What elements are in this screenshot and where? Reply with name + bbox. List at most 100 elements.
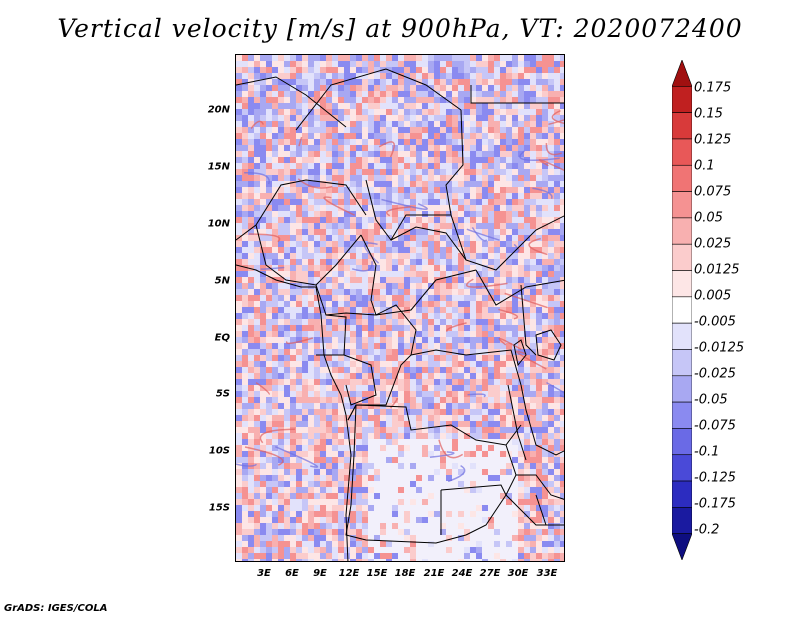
field-cell <box>410 127 416 133</box>
field-cell <box>458 313 464 319</box>
field-cell <box>278 277 284 283</box>
field-cell <box>530 487 536 493</box>
field-cell <box>278 493 284 499</box>
colorbar-label: -0.125 <box>694 470 736 486</box>
field-cell <box>518 493 524 499</box>
field-cell <box>326 241 332 247</box>
field-cell <box>320 259 326 265</box>
field-cell <box>494 385 500 391</box>
field-cell <box>350 487 356 493</box>
field-cell <box>242 517 248 523</box>
field-cell <box>254 355 260 361</box>
field-cell <box>416 223 422 229</box>
field-cell <box>236 157 242 163</box>
field-cell <box>464 79 470 85</box>
field-cell <box>554 199 560 205</box>
field-cell <box>374 295 380 301</box>
field-cell <box>368 229 374 235</box>
field-cell <box>296 139 302 145</box>
field-cell <box>386 91 392 97</box>
field-cell <box>476 289 482 295</box>
field-cell <box>320 463 326 469</box>
field-cell <box>278 73 284 79</box>
field-cell <box>548 331 554 337</box>
field-cell <box>380 421 386 427</box>
field-cell <box>446 253 452 259</box>
field-cell <box>410 301 416 307</box>
field-cell <box>464 355 470 361</box>
field-cell <box>524 493 530 499</box>
field-cell <box>488 271 494 277</box>
field-cell <box>536 277 542 283</box>
field-cell <box>284 115 290 121</box>
field-cell <box>248 133 254 139</box>
field-cell <box>350 373 356 379</box>
field-cell <box>320 103 326 109</box>
field-cell <box>344 163 350 169</box>
field-cell <box>326 157 332 163</box>
field-cell <box>458 223 464 229</box>
field-cell <box>236 187 242 193</box>
field-cell <box>362 457 368 463</box>
field-cell <box>326 541 332 547</box>
field-cell <box>356 361 362 367</box>
field-cell <box>416 325 422 331</box>
field-cell <box>332 385 338 391</box>
field-cell <box>518 115 524 121</box>
field-cell <box>398 313 404 319</box>
field-cell <box>536 361 542 367</box>
field-cell <box>440 163 446 169</box>
field-cell <box>284 91 290 97</box>
field-cell <box>296 469 302 475</box>
field-cell <box>494 433 500 439</box>
field-cell <box>434 211 440 217</box>
field-cell <box>320 289 326 295</box>
field-cell <box>296 361 302 367</box>
field-cell <box>440 427 446 433</box>
colorbar-bin <box>672 86 692 113</box>
field-cell <box>272 169 278 175</box>
field-cell <box>290 409 296 415</box>
field-cell <box>422 559 428 561</box>
field-cell <box>416 271 422 277</box>
field-cell <box>308 235 314 241</box>
field-cell <box>488 241 494 247</box>
field-cell <box>290 61 296 67</box>
lon-tick-label: 33E <box>536 568 558 579</box>
field-cell <box>248 505 254 511</box>
field-cell <box>248 97 254 103</box>
field-cell <box>500 331 506 337</box>
field-cell <box>440 247 446 253</box>
field-cell <box>248 493 254 499</box>
field-cell <box>548 61 554 67</box>
field-cell <box>380 445 386 451</box>
field-cell <box>356 325 362 331</box>
field-cell <box>500 277 506 283</box>
field-cell <box>458 103 464 109</box>
field-cell <box>368 427 374 433</box>
field-cell <box>260 457 266 463</box>
field-cell <box>416 307 422 313</box>
field-cell <box>506 109 512 115</box>
field-cell <box>320 439 326 445</box>
field-cell <box>458 337 464 343</box>
field-cell <box>260 529 266 535</box>
field-cell <box>320 277 326 283</box>
field-cell <box>314 235 320 241</box>
field-cell <box>530 361 536 367</box>
field-cell <box>518 547 524 553</box>
field-cell <box>278 139 284 145</box>
field-cell <box>344 211 350 217</box>
field-cell <box>254 343 260 349</box>
field-cell <box>242 157 248 163</box>
field-cell <box>548 559 554 561</box>
field-cell <box>356 247 362 253</box>
field-cell <box>266 91 272 97</box>
field-cell <box>500 61 506 67</box>
field-cell <box>554 253 560 259</box>
field-cell <box>380 127 386 133</box>
field-cell <box>476 349 482 355</box>
field-cell <box>374 55 380 61</box>
field-cell <box>368 559 374 561</box>
field-cell <box>464 97 470 103</box>
